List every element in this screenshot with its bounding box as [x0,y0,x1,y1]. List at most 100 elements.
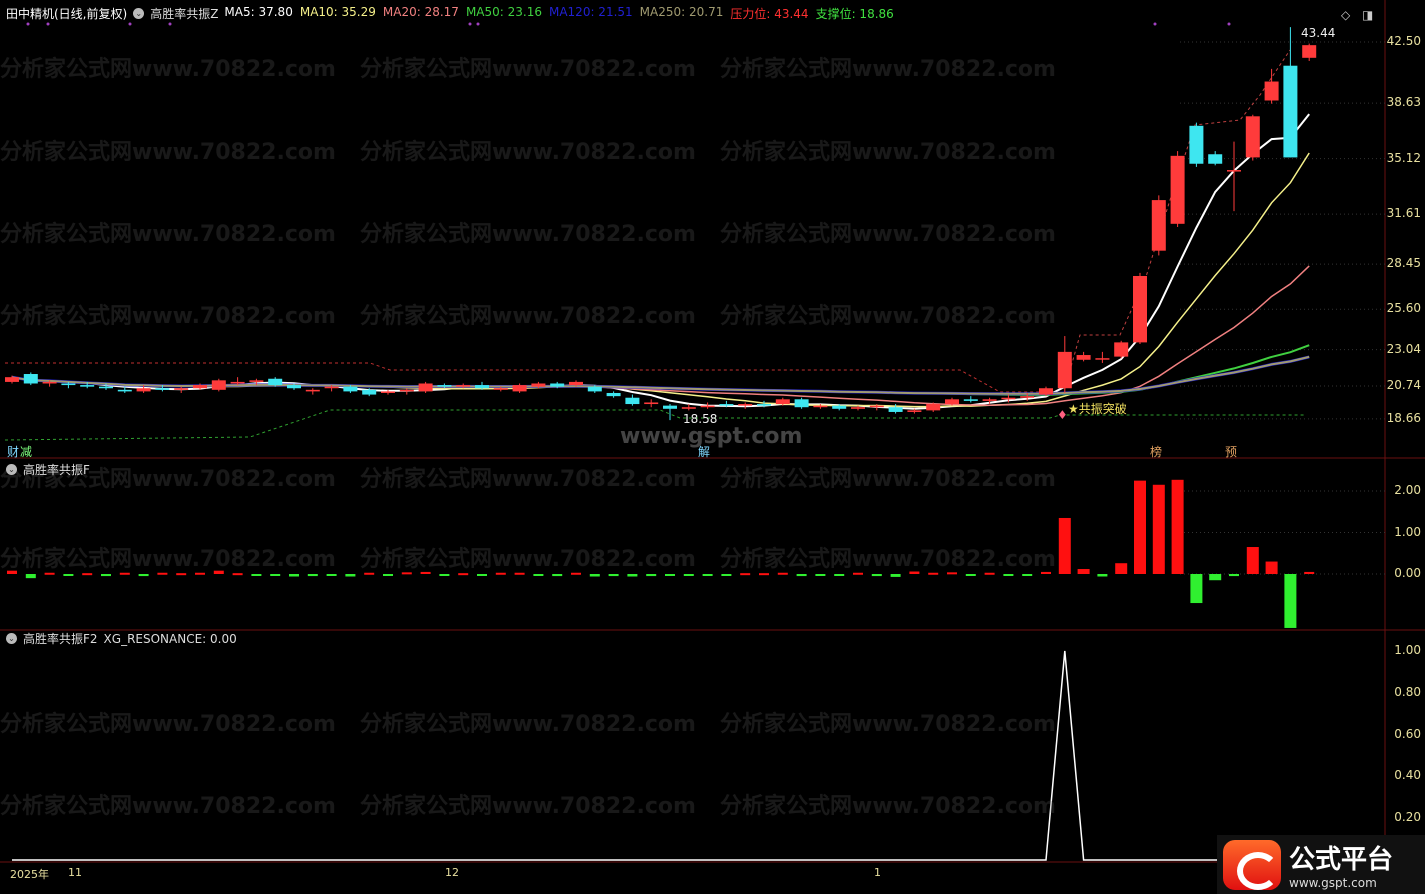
support-line [4,409,1305,441]
indicator-toggle-icon[interactable]: ⌄ [6,633,17,644]
f-bar [947,572,957,575]
panel-toggle-icon[interactable]: ◨ [1362,8,1374,22]
date-month-1: 1 [874,866,881,879]
candle-body [719,404,734,406]
logo-mark-icon [1223,839,1281,890]
candle-body [982,399,997,401]
candle-body [1133,275,1147,343]
candle-body [813,405,828,408]
f2-panel-title: 高胜率共振F2 [23,632,98,646]
f-bar [176,573,187,576]
date-year: 2025年 [10,868,49,881]
f-bar [589,574,600,577]
indicator-name: 高胜率共振Z [150,7,219,21]
ma5-line [11,113,1310,410]
f-bar [1246,547,1259,574]
price-axis-tick: 38.63 [1386,95,1421,110]
low-price-label: 18.58 [683,412,718,426]
event-tag-yu[interactable]: 预 [1225,445,1238,459]
pressure-trail-line [1062,49,1291,396]
f-bar [1304,571,1315,574]
event-tag-jian[interactable]: 减 [20,445,33,459]
signal-dot [46,22,50,26]
indicator-toggle-icon[interactable]: ⌄ [6,464,17,475]
f-bar [721,574,732,576]
ma-legend-item: MA250: 20.71 [639,5,724,19]
f-axis-tick: 2.00 [1394,483,1421,497]
f-bar [213,570,224,574]
f-bar [195,572,205,575]
candle-body [963,399,978,401]
f2-axis-tick: 1.00 [1394,643,1421,657]
f-bar [1209,574,1222,581]
ma-legend-item: MA50: 23.16 [465,5,542,19]
candle-body [550,383,565,387]
f-bar [82,573,93,576]
candle-body [869,405,884,408]
f-bar [1022,574,1033,576]
candle-body [287,385,301,389]
logo-url: www.gspt.com [1289,876,1377,890]
f-bar [552,574,563,577]
f-bar [7,570,17,574]
candle-body [1302,45,1317,58]
f-bar [25,574,36,579]
f-bar [1041,571,1051,574]
event-tag-jie[interactable]: 解 [698,445,711,459]
candle-body [193,385,207,389]
candle-body [305,389,320,392]
candle-body [268,378,283,386]
f-bar [1003,574,1014,576]
f-bar [853,572,863,575]
candle-body [1076,355,1091,360]
f-bar [1077,569,1090,574]
f-axis-tick: 1.00 [1394,524,1421,539]
signal-dot [1227,22,1231,26]
candle-body [1283,65,1298,158]
f-bar [1097,574,1108,577]
f-bar [495,572,506,575]
candle-body [249,380,264,382]
pressure-line [5,362,1040,393]
f-bar [1265,561,1278,574]
f-bar [383,574,393,576]
candle-body [775,399,790,405]
candle-body [1095,358,1110,360]
candle-body [80,385,95,387]
f-bar [796,574,807,577]
candle-body [475,385,489,389]
indicator-toggle-icon[interactable]: ⌄ [133,8,145,19]
candle-body [606,392,621,397]
candle-body [23,374,38,384]
signal-dot [476,22,480,26]
f-bar [702,574,713,576]
f-bar [665,574,675,576]
price-axis-tick: 23.04 [1386,341,1421,356]
event-tag-bang[interactable]: 榜 [1150,445,1163,459]
price-axis-tick: 28.45 [1386,256,1421,271]
f-panel-header: ⌄ 高胜率共振F [6,461,90,478]
candle-body [155,388,170,390]
f-bar [157,572,168,575]
candle-body [757,404,771,406]
signal-dot [1153,22,1157,26]
f-bar [759,573,769,576]
f-bar [646,574,657,577]
f-bar [307,574,318,577]
candle-body [587,386,602,392]
f-bar [251,574,262,576]
candle-body [644,402,659,405]
f-bar [608,574,619,577]
f2-axis-tick: 0.20 [1394,810,1421,825]
f-bar [514,572,525,575]
event-tag-cai[interactable]: 财 [7,445,20,459]
candle-body [99,386,113,389]
candle-body [399,389,414,392]
f-bar [571,572,581,575]
diamond-icon[interactable]: ◇ [1341,8,1351,22]
f-bar [815,574,826,576]
candle-body [569,381,583,386]
f-bar [477,574,487,576]
f-bar [63,574,74,576]
